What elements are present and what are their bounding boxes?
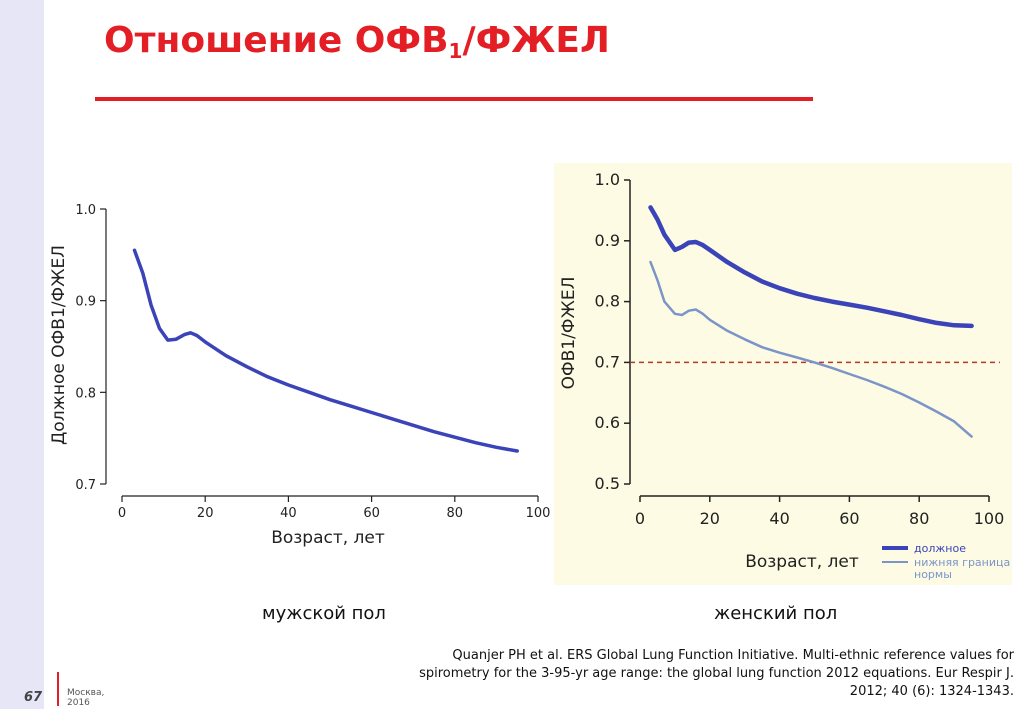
footer-divider [57,672,59,706]
x-tick-label: 20 [197,506,214,521]
y-tick-label: 0.7 [75,478,96,493]
x-tick-label: 80 [447,506,464,521]
x-tick-label: 0 [635,509,645,528]
y-tick-label: 0.5 [595,474,620,493]
x-axis-label: Возраст, лет [745,552,859,572]
footer-city: Москва, [67,688,105,698]
page-number: 67 [24,690,43,705]
y-tick-label: 0.9 [75,295,96,310]
x-tick-label: 80 [909,509,929,528]
title-subscript: 1 [448,39,463,63]
x-tick-label: 60 [363,506,380,521]
x-tick-label: 40 [769,509,789,528]
title-underline [95,97,813,101]
x-tick-label: 20 [700,509,720,528]
female-chart: 0.5 0.6 0.7 0.8 0.9 1.0 0 20 40 60 80 100 Возраст, л… [559,170,1010,581]
y-tick-label: 0.6 [595,413,620,432]
left-accent-band [0,0,44,709]
y-tick-label: 1.0 [75,203,96,218]
x-tick-label: 40 [280,506,297,521]
y-axis-label: Должное ОФВ1/ФЖЕЛ [49,245,69,445]
caption-male: мужской пол [262,603,386,624]
legend-label-lln: нижняя граница [914,556,1010,569]
y-tick-label: 0.9 [595,231,620,250]
y-tick-label: 0.8 [595,292,620,311]
x-tick-label: 100 [526,506,551,521]
citation: Quanjer PH et al. ERS Global Lung Functi… [334,647,1014,701]
y-tick-label: 0.8 [75,386,96,401]
citation-line: Quanjer PH et al. ERS Global Lung Functi… [452,648,1014,663]
series-line-predicted [648,205,974,329]
x-tick-label: 0 [118,506,126,521]
series-line-predicted [132,248,519,453]
legend-label-lln-cont: нормы [914,568,952,581]
slide-title: Отношение ОФВ1/ФЖЕЛ [104,20,610,63]
series-line-lln [649,260,973,438]
footer-year: 2016 [67,698,90,708]
x-tick-label: 60 [839,509,859,528]
citation-line: 2012; 40 (6): 1324-1343. [849,684,1014,699]
x-axis-label: Возраст, лет [271,528,385,548]
male-chart: 0.7 0.8 0.9 1.0 0 20 40 60 80 100 Возраст, лет Долж… [49,203,551,548]
y-axis-label: ОФВ1/ФЖЕЛ [559,277,579,390]
footer-location: Москва, 2016 [67,688,104,708]
caption-female: женский пол [714,603,838,624]
legend-label-predicted: должное [914,542,966,555]
y-tick-label: 0.7 [595,352,620,371]
citation-line: spirometry for the 3-95-yr age range: th… [419,666,1014,681]
y-tick-label: 1.0 [595,170,620,189]
x-tick-label: 100 [974,509,1005,528]
